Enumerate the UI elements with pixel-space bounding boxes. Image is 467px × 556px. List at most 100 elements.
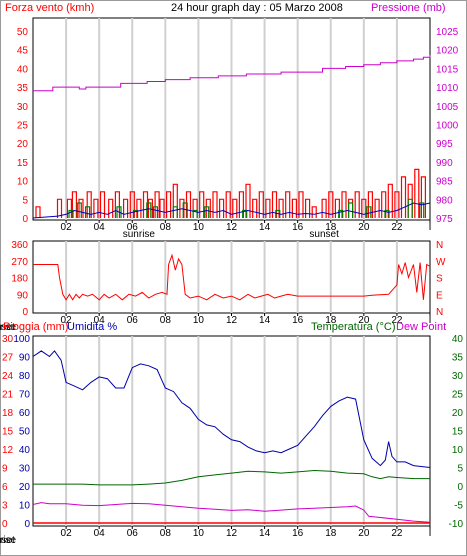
- rain-tick-label: 12: [2, 445, 14, 456]
- wind-axis-label: Forza vento (kmh): [5, 2, 94, 14]
- humidity-tick-label: 20: [19, 482, 31, 493]
- wind-speed-bar: [152, 206, 158, 218]
- pressure-tick-label: 980: [436, 195, 453, 206]
- rain-axis-label: Pioggia (mm): [3, 321, 68, 333]
- compass-tick-label: N: [436, 240, 443, 251]
- wind-tick-label: 30: [17, 102, 29, 113]
- compass-tick-label: N: [436, 307, 443, 318]
- wind-gust-bar: [238, 191, 244, 218]
- pressure-tick-label: 990: [436, 158, 453, 169]
- humidity-tick-label: 100: [13, 334, 30, 345]
- x-tick-label: I: [429, 222, 432, 233]
- humidity-tick-label: 90: [19, 353, 31, 364]
- rain-tick-label: 21: [2, 390, 14, 401]
- humidity-tick-label: 80: [19, 371, 31, 382]
- wind-gust-bar: [291, 198, 297, 218]
- x-tick-label: 04: [94, 222, 106, 233]
- wind-speed-bar: [419, 202, 425, 218]
- pressure-tick-label: 1015: [436, 64, 459, 75]
- humidity-tick-label: 60: [19, 408, 31, 419]
- temperature-tick-label: 30: [452, 371, 464, 382]
- sunrise-label: sunrise: [0, 322, 17, 333]
- wind-gust-bar: [400, 176, 407, 218]
- wind-gust-bar: [205, 198, 211, 218]
- pressure-tick-label: 1000: [436, 121, 459, 132]
- wind-gust-bar: [311, 206, 317, 218]
- wind-gust-bar: [192, 198, 198, 218]
- wind-gust-bar: [245, 183, 251, 218]
- wind-gust-bar: [271, 191, 278, 218]
- pressure-tick-label: 1010: [436, 83, 459, 94]
- x-tick-label: 02: [61, 315, 73, 326]
- wind-tick-label: 25: [17, 121, 29, 132]
- x-tick-label: 20: [358, 315, 370, 326]
- sunset-label: sunset: [0, 322, 15, 333]
- temperature-tick-label: 35: [452, 353, 464, 364]
- temperature-tick-label: 25: [452, 390, 464, 401]
- temperature-tick-label: 10: [452, 445, 464, 456]
- x-tick-label: 04: [94, 528, 106, 539]
- wind-gust-bar: [298, 191, 304, 218]
- wind-gust-bar: [381, 191, 387, 218]
- wind-speed-bar: [76, 202, 82, 218]
- wind-gust-bar: [114, 191, 120, 218]
- wind-average-line: [32, 202, 431, 219]
- wind-gust-bar: [354, 191, 360, 218]
- x-tick-label: 06: [127, 528, 139, 539]
- pressure-tick-label: 1025: [436, 27, 459, 38]
- wind-gust-bar: [232, 198, 238, 218]
- pressure-tick-label: 975: [436, 214, 453, 225]
- compass-tick-label: W: [436, 257, 446, 268]
- wind-gust-bar: [334, 198, 340, 218]
- wind-gust-bar: [71, 191, 77, 218]
- x-tick-label: 18: [325, 528, 337, 539]
- wind-gust-bar: [123, 198, 129, 218]
- wind-gust-bar: [278, 198, 284, 218]
- humidity-axis-label: Umidita %: [67, 321, 117, 333]
- temperature-axis-label: Temperatura (°C): [311, 321, 395, 333]
- pressure-axis-label: Pressione (mb): [371, 2, 446, 14]
- x-tick-label: 08: [160, 222, 172, 233]
- x-tick-label: 22: [391, 315, 403, 326]
- compass-tick-label: S: [436, 274, 443, 285]
- sunset-label: sunset: [0, 535, 15, 546]
- rain-tick-label: 3: [2, 501, 8, 512]
- x-tick-label: 22: [391, 222, 403, 233]
- wind-tick-label: 35: [17, 83, 29, 94]
- wind-gust-bar: [252, 198, 258, 218]
- wind-gust-bar: [328, 191, 334, 218]
- wind-gust-bar: [93, 198, 99, 218]
- x-tick-label: I: [429, 315, 432, 326]
- temperature-line: [33, 469, 430, 486]
- wind-tick-label: 45: [17, 46, 29, 57]
- wind-tick-label: 10: [17, 177, 29, 188]
- sunrise-label: sunrise: [123, 229, 156, 240]
- x-tick-label: 14: [259, 528, 271, 539]
- humidity-tick-label: 40: [19, 445, 31, 456]
- temperature-tick-label: 5: [457, 464, 463, 475]
- wind-gust-bar: [305, 198, 311, 218]
- wind-speed-bar: [133, 209, 139, 218]
- humidity-tick-label: 50: [19, 427, 31, 438]
- wind-gust-bar: [159, 198, 165, 218]
- wind-gust-bar: [414, 168, 420, 218]
- wind-tick-label: 5: [22, 195, 28, 206]
- temperature-tick-label: -10: [449, 519, 464, 530]
- pressure-line: [33, 55, 431, 92]
- wind-gust-bar: [212, 191, 218, 218]
- direction-tick-label: 90: [17, 290, 29, 301]
- x-tick-label: 20: [358, 528, 370, 539]
- wind-gust-bar: [285, 191, 291, 218]
- rain-tick-label: 27: [2, 353, 14, 364]
- dewpoint-line: [32, 502, 431, 523]
- x-tick-label: 16: [292, 315, 304, 326]
- x-tick-label: 12: [226, 222, 238, 233]
- wind-tick-label: 40: [17, 64, 29, 75]
- humidity-tick-label: 10: [19, 501, 31, 512]
- rain-tick-label: 0: [2, 519, 8, 530]
- wind-gust-bar: [136, 198, 142, 218]
- wind-speed-bar: [204, 206, 210, 218]
- x-tick-label: 06: [127, 222, 139, 233]
- x-tick-label: 16: [292, 222, 304, 233]
